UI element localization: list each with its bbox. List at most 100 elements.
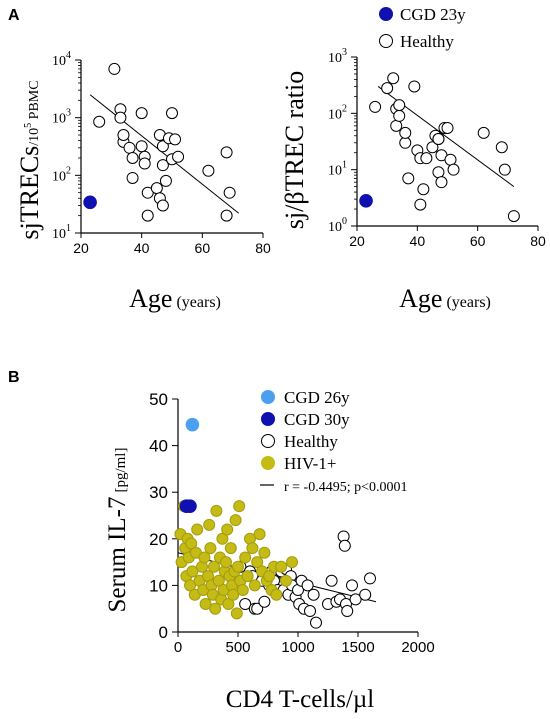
chart-b-point-hiv-1 — [185, 537, 198, 550]
chart-b-point-hiv-1 — [233, 500, 246, 513]
chart-b-point-healthy — [304, 605, 316, 618]
legend-label-r-0-4495-p-0-0001: r = -0.4495; p<0.0001 — [284, 480, 408, 495]
chart-a-right-point-healthy — [432, 166, 445, 179]
chart-a-right-y-tick-base: 10 — [328, 107, 342, 122]
chart-b-y-tick-label: 0 — [159, 623, 168, 642]
chart-a-right-x-tick-label: 80 — [530, 233, 546, 249]
chart-a-right-point-healthy — [390, 119, 403, 132]
chart-a-right-marks — [359, 72, 520, 223]
chart-a-right-x-tick-label: 40 — [410, 233, 426, 249]
chart-b-point-healthy — [239, 598, 252, 611]
chart-a-right-y-tick-label: 103 — [328, 47, 347, 66]
chart-a-right-point-healthy — [402, 172, 415, 185]
chart-b-point-hiv-1 — [232, 560, 244, 573]
chart-b-point-hiv-1 — [216, 532, 229, 545]
chart-b-point-hiv-1 — [275, 560, 288, 573]
chart-a-right-point-healthy — [399, 126, 412, 139]
chart-a-right-point-cgd-23y — [359, 194, 373, 208]
chart-b-point-healthy — [364, 572, 376, 585]
chart-b-point-hiv-1 — [246, 542, 259, 555]
legend-marker-healthy — [379, 34, 393, 48]
chart-b-x-tick-label: 2000 — [401, 639, 434, 656]
chart-b-point-hiv-1 — [198, 551, 211, 564]
chart-a-left-x-tick-label: 40 — [134, 240, 150, 256]
chart-b-point-hiv-1 — [184, 579, 196, 592]
chart-a-right-point-healthy — [477, 126, 490, 139]
chart-a-right-point-healthy — [414, 198, 427, 211]
chart-a-left-y-label-unit-pre: /10 — [27, 128, 42, 146]
legend-marker-healthy — [261, 434, 275, 448]
chart-b-marks — [174, 417, 377, 629]
chart-a-left-point-healthy — [141, 209, 154, 222]
chart-b-point-hiv-1 — [186, 565, 199, 578]
chart-b-point-hiv-1 — [229, 514, 242, 527]
chart-b-y-label: Serum IL-7 [pg/ml] — [104, 448, 131, 613]
chart-b-point-hiv-1 — [224, 542, 237, 555]
chart-b-point-hiv-1 — [191, 523, 204, 536]
chart-a-left-point-healthy — [123, 141, 136, 154]
chart-b-point-hiv-1 — [209, 602, 222, 615]
chart-a-right-y-tick-label: 102 — [328, 103, 347, 122]
chart-a-left-point-healthy — [202, 164, 215, 177]
chart-a-left-point-cgd-23y — [83, 195, 97, 210]
chart-a-left-y-tick-exp: 3 — [66, 108, 71, 119]
chart-b-point-healthy — [325, 574, 338, 587]
chart-a-right-point-healthy — [387, 72, 400, 85]
chart-a-left-y-tick-base: 10 — [52, 227, 66, 242]
chart-a-left-y-label-main: sjTRECs — [15, 146, 44, 240]
chart-a-left-point-healthy — [223, 186, 236, 199]
chart-a-left-point-healthy — [135, 140, 148, 153]
panel-label-b: B — [8, 369, 20, 386]
chart-b-point-hiv-1 — [286, 556, 298, 569]
chart-a-right-point-healthy — [393, 99, 406, 112]
chart-a-left-x-tick-label: 60 — [195, 240, 211, 256]
chart-a-left-point-healthy — [117, 129, 130, 142]
chart-b-x-label: CD4 T-cells/µl — [226, 686, 374, 713]
chart-a-right-point-healthy — [432, 133, 445, 146]
chart-b-x-tick-label: 500 — [225, 639, 250, 656]
chart-a-left-point-healthy — [108, 62, 121, 75]
chart-a-right-y-tick-exp: 0 — [342, 216, 347, 227]
chart-b-y-tick-label: 40 — [149, 437, 168, 456]
chart-b-point-hiv-1 — [258, 546, 271, 559]
chart-a-left-y-label-unit-exp: 5 — [23, 123, 34, 128]
chart-a-right-x-tick-label: 20 — [349, 233, 365, 249]
chart-b-x-tick-label: 1500 — [341, 639, 374, 656]
chart-a-right-point-healthy — [447, 163, 460, 176]
chart-b-point-hiv-1 — [253, 528, 266, 541]
chart-a-right-y-tick-exp: 2 — [342, 103, 347, 114]
chart-a-left-y-tick-base: 10 — [52, 54, 66, 69]
chart-b-point-hiv-1 — [236, 584, 249, 597]
chart-b-point-hiv-1 — [221, 523, 234, 536]
chart-a-right-x-tick-label: 60 — [470, 233, 486, 249]
chart-a-left-point-healthy — [156, 140, 169, 153]
chart-a-left-point-healthy — [220, 209, 233, 222]
chart-a-left-x-label: Age (years) — [129, 284, 221, 313]
chart-b-axes: 0 500 1000 1500 2000 0 10 20 30 40 50 — [149, 390, 435, 656]
chart-b-point-healthy — [301, 579, 314, 592]
chart-b-point-cgd-26y — [185, 417, 200, 432]
chart-b-x-tick-label: 0 — [174, 639, 182, 656]
legend-label-cgd-26y: CGD 26y — [284, 388, 350, 407]
chart-b-point-healthy — [346, 579, 358, 592]
chart-a-right-point-healthy — [498, 163, 511, 176]
chart-a-right-point-healthy — [381, 82, 394, 95]
chart-a-left-y-tick-label: 102 — [52, 165, 71, 184]
chart-a-left-point-healthy — [150, 182, 163, 195]
chart-b-point-hiv-1 — [210, 504, 223, 517]
chart-a-right-y-label: sj/βTREC ratio — [280, 71, 309, 229]
chart-a-left-point-healthy — [166, 107, 178, 120]
chart-a-right-point-healthy — [393, 109, 406, 122]
chart-a-left-y-label-unit-post: PBMC — [27, 80, 42, 122]
legend-marker-cgd-30y — [261, 412, 275, 426]
chart-a-left-y-tick-base: 10 — [52, 112, 66, 127]
chart-b-point-hiv-1 — [248, 579, 261, 592]
chart-a-left-point-healthy — [220, 146, 233, 159]
chart-a-left-y-tick-base: 10 — [52, 169, 66, 184]
chart-b-point-healthy — [359, 588, 372, 601]
chart-a-right-point-healthy — [435, 176, 448, 189]
chart-b-y-tick-label: 30 — [149, 483, 168, 502]
